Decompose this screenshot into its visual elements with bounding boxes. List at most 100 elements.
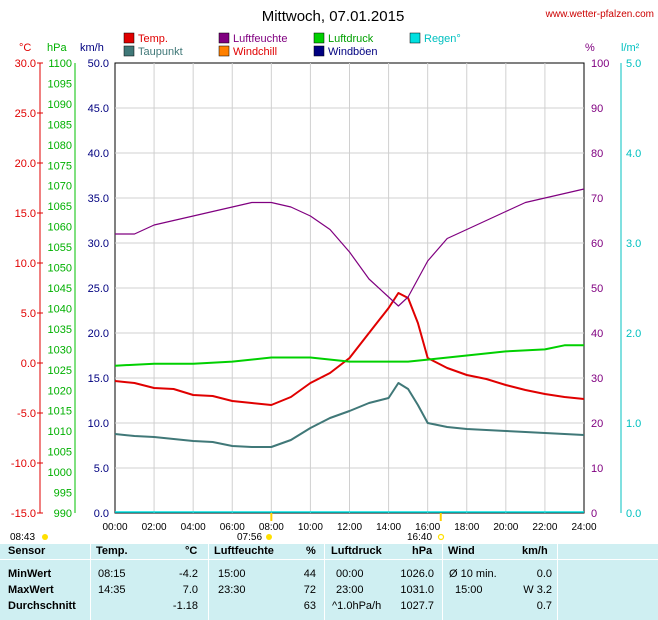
wind-tick-label: 25.0 — [88, 283, 109, 295]
temp-tick-label: 15.0 — [15, 208, 36, 220]
humidity-tick-label: 0 — [591, 508, 597, 520]
wind-tick-label: 15.0 — [88, 373, 109, 385]
legend-label: Luftfeuchte — [233, 33, 287, 45]
stats-row-avg: Durchschnitt -1.18 63 ^1.0hPa/h 1027.7 0… — [0, 600, 658, 615]
wind-value: W 3.2 — [523, 584, 552, 596]
x-tick-label: 04:00 — [181, 522, 206, 533]
header-humidity: Luftfeuchte — [214, 545, 274, 557]
legend: Temp. Luftfeuchte Luftdruck Regen° Taupunkt W… — [123, 32, 461, 58]
legend-swatch — [313, 32, 325, 44]
sunrise-time: 08:43 — [10, 532, 35, 543]
wind-tick-label: 20.0 — [88, 328, 109, 340]
humidity-tick-label: 90 — [591, 103, 603, 115]
temp-value: -1.18 — [172, 600, 198, 612]
legend-label: Windböen — [328, 46, 378, 58]
humidity-value: 72 — [303, 584, 316, 596]
header-humidity-unit: % — [306, 545, 316, 557]
pressure-tick-label: 1075 — [48, 160, 72, 172]
header-wind-unit: km/h — [522, 545, 548, 557]
pressure-time: 23:00 — [336, 584, 364, 596]
x-tick-label: 08:00 — [259, 522, 284, 533]
header-temp: Temp. — [96, 545, 128, 557]
source-link[interactable]: www.wetter-pfalzen.com — [545, 9, 654, 20]
noon-time: 07:56 — [237, 532, 262, 543]
temp-value: 7.0 — [182, 584, 198, 596]
legend-swatch — [123, 45, 135, 57]
pressure-value: 1031.0 — [400, 584, 434, 596]
temp-tick-label: 30.0 — [15, 58, 36, 70]
pressure-tick-label: 1000 — [48, 467, 72, 479]
sunset-icon — [437, 533, 445, 541]
wind-tick-label: 50.0 — [88, 58, 109, 70]
rain-tick-label: 0.0 — [626, 508, 641, 520]
x-tick-label: 12:00 — [337, 522, 362, 533]
humidity-tick-label: 40 — [591, 328, 603, 340]
header-wind: Wind — [448, 545, 475, 557]
humidity-unit: % — [585, 42, 595, 54]
wind-value: 0.7 — [536, 600, 552, 612]
wind-value: 0.0 — [536, 568, 552, 580]
header-temp-unit: °C — [185, 545, 198, 557]
rain-tick-label: 1.0 — [626, 418, 641, 430]
legend-label: Regen° — [424, 33, 461, 45]
row-label: MaxWert — [8, 584, 54, 596]
rain-unit: l/m² — [621, 42, 640, 54]
legend-label: Temp. — [138, 33, 168, 45]
rain-tick-label: 4.0 — [626, 148, 641, 160]
sun-markers: 08:43 07:56 16:40 — [10, 532, 445, 543]
legend-label: Windchill — [233, 46, 277, 58]
wind-tick-label: 30.0 — [88, 238, 109, 250]
pressure-tick-label: 1095 — [48, 78, 72, 90]
wind-tick-label: 45.0 — [88, 103, 109, 115]
wind-unit: km/h — [80, 42, 104, 54]
stats-header-row: Sensor Temp. °C Luftfeuchte % Luftdruck … — [0, 545, 658, 560]
temp-value: -4.2 — [179, 568, 198, 580]
stats-row-max: MaxWert 14:35 7.0 23:30 72 23:00 1031.0 … — [0, 584, 658, 599]
pressure-tick-label: 1045 — [48, 283, 72, 295]
x-tick-label: 18:00 — [454, 522, 479, 533]
rain-tick-label: 2.0 — [626, 328, 641, 340]
pressure-tick-label: 1055 — [48, 242, 72, 254]
header-sensor: Sensor — [8, 545, 46, 557]
temp-tick-label: -15.0 — [11, 508, 36, 520]
temp-unit: °C — [19, 42, 31, 54]
temp-tick-label: 20.0 — [15, 158, 36, 170]
humidity-tick-label: 50 — [591, 283, 603, 295]
legend-swatch — [409, 32, 421, 44]
rain-tick-label: 5.0 — [626, 58, 641, 70]
x-tick-label: 02:00 — [142, 522, 167, 533]
legend-swatch — [123, 32, 135, 44]
x-tick-label: 06:00 — [220, 522, 245, 533]
pressure-value: 1027.7 — [400, 600, 434, 612]
grid — [114, 62, 585, 514]
temp-time: 08:15 — [98, 568, 126, 580]
pressure-tick-label: 1100 — [48, 58, 72, 70]
wind-tick-label: 10.0 — [88, 418, 109, 430]
temp-time: 14:35 — [98, 584, 126, 596]
humidity-time: 23:30 — [218, 584, 246, 596]
humidity-tick-label: 70 — [591, 193, 603, 205]
pressure-tick-label: 1090 — [48, 99, 72, 111]
legend-swatch — [218, 45, 230, 57]
humidity-tick-label: 100 — [591, 58, 609, 70]
legend-swatch — [218, 32, 230, 44]
humidity-tick-label: 10 — [591, 463, 603, 475]
rain-tick-label: 3.0 — [626, 238, 641, 250]
x-tick-label: 20:00 — [493, 522, 518, 533]
sunset-time: 16:40 — [407, 532, 432, 543]
humidity-tick-label: 80 — [591, 148, 603, 160]
wind-tick-label: 5.0 — [94, 463, 109, 475]
x-tick-label: 16:00 — [415, 522, 440, 533]
x-tick-label: 00:00 — [102, 522, 127, 533]
wind-tick-label: 35.0 — [88, 193, 109, 205]
pressure-trend: ^1.0hPa/h — [332, 600, 382, 612]
humidity-value: 63 — [303, 600, 316, 612]
weather-chart: Mittwoch, 07.01.2015 www.wetter-pfalzen.… — [10, 8, 654, 543]
pressure-tick-label: 995 — [54, 488, 72, 500]
chart-title: Mittwoch, 07.01.2015 — [262, 8, 405, 25]
temp-tick-label: 25.0 — [15, 108, 36, 120]
series-luftfeuchte — [115, 188, 585, 307]
humidity-tick-label: 20 — [591, 418, 603, 430]
row-label: Durchschnitt — [8, 600, 76, 612]
pressure-tick-label: 1010 — [48, 426, 72, 438]
